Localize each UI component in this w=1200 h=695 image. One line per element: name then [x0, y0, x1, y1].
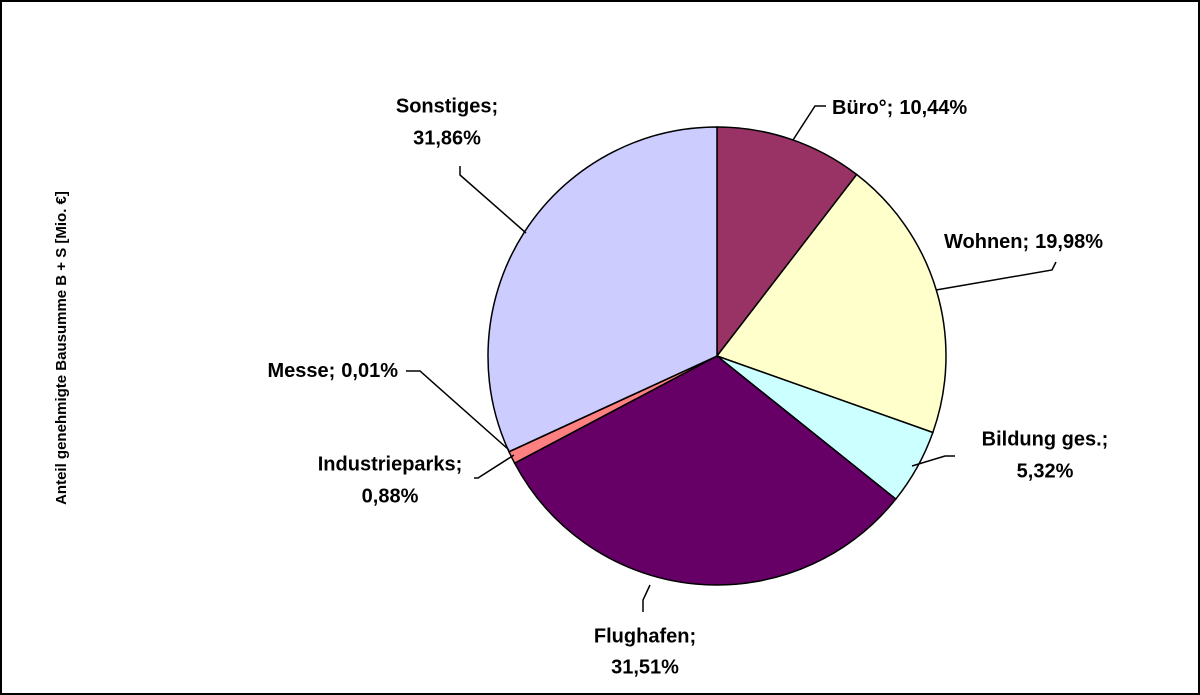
leader-line [474, 454, 515, 479]
slice-label: Bildung ges.; [982, 428, 1109, 450]
slice-label: Sonstiges; [396, 95, 498, 117]
slice-value-label: 0,01% [341, 360, 398, 382]
pie-slice [715, 173, 947, 434]
slice-label: Messe; [267, 360, 335, 382]
leader-line [911, 455, 955, 467]
slice-value-label: 31,51% [611, 656, 679, 678]
slice-value-label: 31,86% [413, 127, 481, 149]
slice-label-group: Büro°; 10,44% [832, 97, 967, 119]
slice-label: Büro°; [832, 97, 893, 119]
leader-line [406, 370, 510, 451]
slice-value-label: 10,44% [899, 97, 967, 119]
slice-value-label: 19,98% [1035, 231, 1103, 253]
leader-line [459, 166, 527, 234]
leader-line [792, 105, 826, 141]
slice-label: Industrieparks; [318, 453, 462, 475]
y-axis-label: Anteil genehmigte Bausumme B + S [Mio. €… [53, 191, 70, 505]
slice-label-group: Wohnen; 19,98% [944, 231, 1103, 253]
pie-slice [716, 126, 858, 359]
slice-label: Flughafen; [594, 625, 696, 647]
slice-value-label: 0,88% [362, 485, 419, 507]
slice-label-group: Messe; 0,01% [267, 360, 398, 382]
leader-line [642, 584, 651, 612]
leader-line [935, 261, 1057, 291]
slice-label: Wohnen; [944, 231, 1029, 253]
slice-value-label: 5,32% [1017, 460, 1074, 482]
pie-slice [487, 126, 718, 453]
